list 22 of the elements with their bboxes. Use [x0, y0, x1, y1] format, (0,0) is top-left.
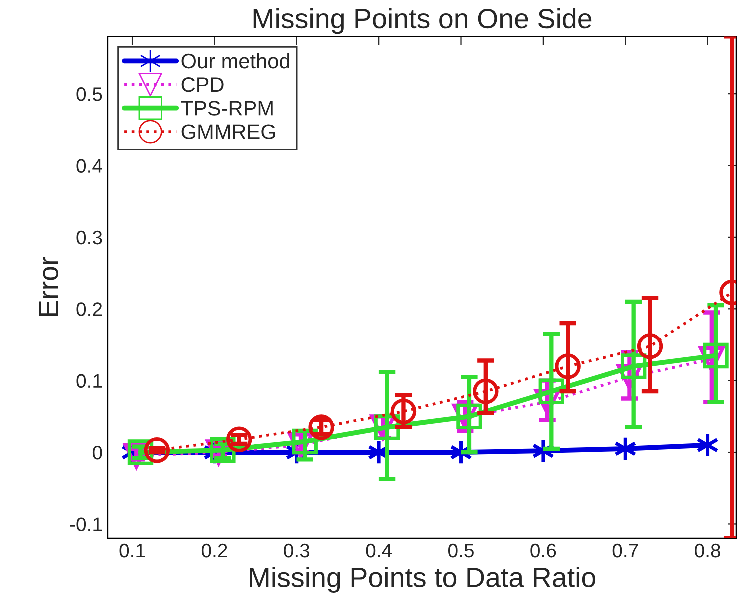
- x-tick-label: 0.3: [284, 544, 310, 558]
- y-tick-label: 0: [92, 446, 102, 460]
- x-tick-label: 0.6: [530, 544, 556, 558]
- y-tick-label: 0.4: [76, 159, 102, 173]
- legend-label: TPS-RPM: [181, 101, 273, 116]
- x-tick-label: 0.1: [120, 544, 146, 558]
- x-axis-title: Missing Points to Data Ratio: [250, 567, 596, 593]
- y-tick-label: 0.2: [76, 302, 102, 316]
- legend-label: CPD: [182, 78, 224, 92]
- legend-label: GMMREG: [182, 124, 276, 140]
- y-tick-label: 0.5: [76, 88, 102, 102]
- x-tick-label: 0.5: [448, 544, 474, 558]
- x-tick-label: 0.2: [202, 544, 228, 558]
- chart-title: Missing Points on One Side: [254, 8, 592, 34]
- y-tick-label: -0.1: [70, 518, 102, 532]
- x-tick-label: 0.4: [366, 544, 392, 558]
- x-tick-label: 0.7: [612, 544, 638, 558]
- y-axis-title: Error: [39, 257, 58, 316]
- x-tick-label: 0.8: [695, 544, 720, 558]
- legend-label: Our method: [182, 53, 290, 69]
- y-tick-label: 0.3: [76, 230, 102, 245]
- y-tick-label: 0.1: [76, 374, 102, 388]
